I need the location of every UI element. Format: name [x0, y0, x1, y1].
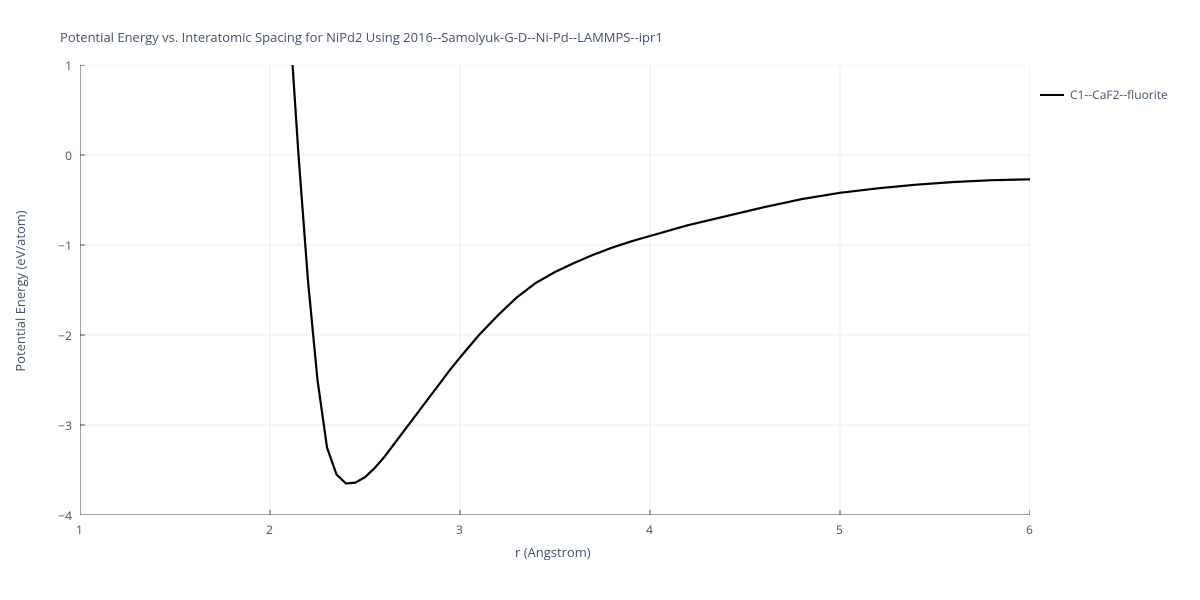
x-tick-label: 3	[456, 521, 463, 538]
y-tick-label: −4	[58, 507, 72, 524]
chart-container: Potential Energy vs. Interatomic Spacing…	[0, 0, 1200, 600]
x-tick-label: 1	[76, 521, 83, 538]
x-tick-label: 2	[266, 521, 273, 538]
x-tick-label: 4	[646, 521, 653, 538]
y-tick-label: 1	[65, 57, 72, 74]
x-axis-label: r (Angstrom)	[515, 543, 591, 561]
tick-marks	[80, 65, 1030, 515]
y-tick-label: −3	[58, 417, 72, 434]
legend: C1--CaF2--fluorite	[1040, 86, 1168, 103]
y-axis-label: Potential Energy (eV/atom)	[11, 201, 29, 381]
legend-swatch	[1040, 94, 1064, 96]
gridlines	[80, 65, 1030, 515]
y-tick-label: 0	[65, 147, 72, 164]
y-tick-label: −1	[58, 237, 72, 254]
x-tick-label: 6	[1026, 521, 1033, 538]
y-tick-label: −2	[58, 327, 72, 344]
legend-label: C1--CaF2--fluorite	[1070, 86, 1168, 103]
axis-border	[80, 65, 1030, 515]
x-tick-label: 5	[836, 521, 843, 538]
plot-area	[80, 65, 1030, 515]
chart-title: Potential Energy vs. Interatomic Spacing…	[60, 28, 663, 46]
